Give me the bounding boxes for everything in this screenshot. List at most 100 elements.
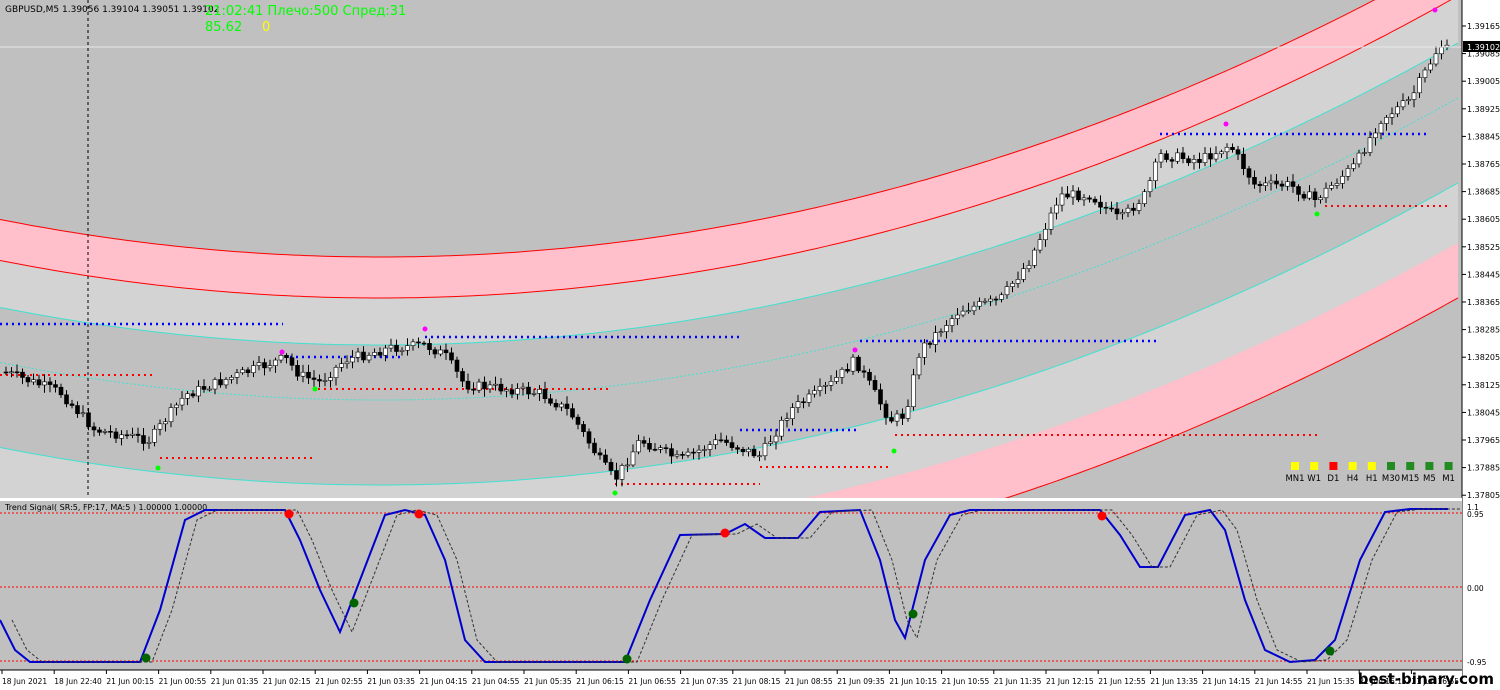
candle-body <box>564 403 570 409</box>
candle-body <box>614 470 619 480</box>
candle-body <box>141 435 146 444</box>
candle-body <box>537 389 542 394</box>
price-tick-label: 1.38285 <box>1467 326 1500 335</box>
candle-body <box>152 428 157 443</box>
time-ticks: 18 Jun 2021 18 Jun 22:40 21 Jun 00:15 21 Ju… <box>1 670 1459 686</box>
time-tick-label: 21 Jun 05:35 <box>524 677 572 686</box>
candle-body <box>542 389 548 400</box>
candle-body <box>938 331 944 333</box>
candle-body <box>922 342 927 358</box>
panel-separator[interactable] <box>0 498 1462 501</box>
time-tick-label: 21 Jun 09:35 <box>837 677 885 686</box>
time-tick-label: 18 Jun 2021 <box>2 677 47 686</box>
candle-body <box>1175 152 1180 162</box>
candle-body <box>1285 181 1290 187</box>
candle-body <box>1136 203 1142 211</box>
candle-body <box>1384 117 1389 124</box>
candle-body <box>867 371 872 381</box>
time-tick-label: 21 Jun 16:15 <box>1359 677 1407 686</box>
fractal-down-marker <box>612 490 618 496</box>
band-line-1 <box>0 0 1452 299</box>
candle-body <box>806 393 812 403</box>
candle-body <box>1164 153 1169 160</box>
candle-body <box>1230 146 1235 150</box>
time-tick-label: 21 Jun 00:15 <box>106 677 154 686</box>
candle-body <box>1290 181 1296 187</box>
candle-body <box>955 314 960 319</box>
candle-body <box>718 439 724 442</box>
candle-body <box>1065 193 1070 198</box>
candle-body <box>245 369 251 373</box>
candle-body <box>553 402 559 408</box>
candle-body <box>443 349 449 354</box>
candle-body <box>1026 265 1032 269</box>
time-tick-label: 21 Jun 10:55 <box>942 677 990 686</box>
candle-body <box>817 385 823 391</box>
candle-body <box>1131 207 1136 211</box>
price-tick-label: 1.38845 <box>1467 132 1500 141</box>
price-tick-label: 1.39085 <box>1467 50 1500 59</box>
candle-body <box>1274 180 1279 185</box>
candle-body <box>14 371 20 374</box>
candle-body <box>405 345 410 351</box>
candle-body <box>388 344 394 349</box>
candle-body <box>306 371 311 379</box>
price-tick-label: 1.37805 <box>1467 491 1500 500</box>
candle-body <box>1411 92 1417 100</box>
candle-body <box>691 451 696 454</box>
time-tick-label: 21 Jun 04:55 <box>472 677 520 686</box>
timeframe-indicator-d1 <box>1329 462 1338 470</box>
candle-body <box>174 404 179 408</box>
candle-body <box>988 298 993 302</box>
candle-body <box>619 465 625 480</box>
candle-body <box>234 372 240 378</box>
candle-body <box>1147 180 1153 193</box>
candle-body <box>586 431 592 444</box>
time-axis[interactable] <box>0 670 1462 690</box>
candle-body <box>900 413 905 419</box>
timeframe-indicator-w1 <box>1310 462 1319 470</box>
hud-time-leverage-spread: 21:02:41 Плечо:500 Спред:31 <box>205 4 406 19</box>
candle-body <box>1323 187 1329 199</box>
candle-body <box>1241 153 1246 169</box>
candle-body <box>119 434 124 439</box>
hud-zero: 0 <box>262 20 270 35</box>
buy-signal-dot <box>349 598 359 608</box>
price-axis[interactable] <box>1462 0 1500 680</box>
candle-body <box>1356 152 1362 165</box>
candle-body <box>256 362 262 366</box>
candle-body <box>1389 113 1395 118</box>
timeframe-indicator-m30 <box>1387 462 1395 470</box>
candle-body <box>1367 137 1373 153</box>
time-tick-label: 18 Jun 22:40 <box>54 677 102 686</box>
candle-body <box>1114 208 1120 215</box>
timeframe-indicator-h1 <box>1367 462 1376 470</box>
buy-signal-dot <box>908 609 918 619</box>
candle-body <box>295 365 300 377</box>
candle-body <box>53 384 58 388</box>
time-tick-label: 21 Jun 04:15 <box>420 677 468 686</box>
fractal-up-marker <box>422 326 428 332</box>
candle-body <box>394 344 399 352</box>
candle-body <box>845 369 850 372</box>
support-resistance-levels <box>0 132 1450 485</box>
candle-body <box>1219 151 1224 155</box>
candle-body <box>267 365 273 369</box>
candle-body <box>839 369 845 378</box>
candle-body <box>735 447 740 450</box>
indicator-panel[interactable] <box>0 501 1462 670</box>
candle-body <box>603 454 608 463</box>
time-tick-label: 21 Jun 06:15 <box>576 677 624 686</box>
candle-body <box>795 401 801 408</box>
candle-body <box>636 440 641 453</box>
candle-body <box>597 452 603 456</box>
price-tick-label: 1.38445 <box>1467 270 1500 279</box>
candle-body <box>702 449 707 451</box>
candle-body <box>570 408 575 418</box>
candle-body <box>278 354 284 361</box>
candle-body <box>465 380 471 390</box>
candle-body <box>383 347 388 356</box>
time-tick-label: 21 Jun 07:35 <box>681 677 729 686</box>
timeframe-label-h1: H1 <box>1366 474 1378 484</box>
